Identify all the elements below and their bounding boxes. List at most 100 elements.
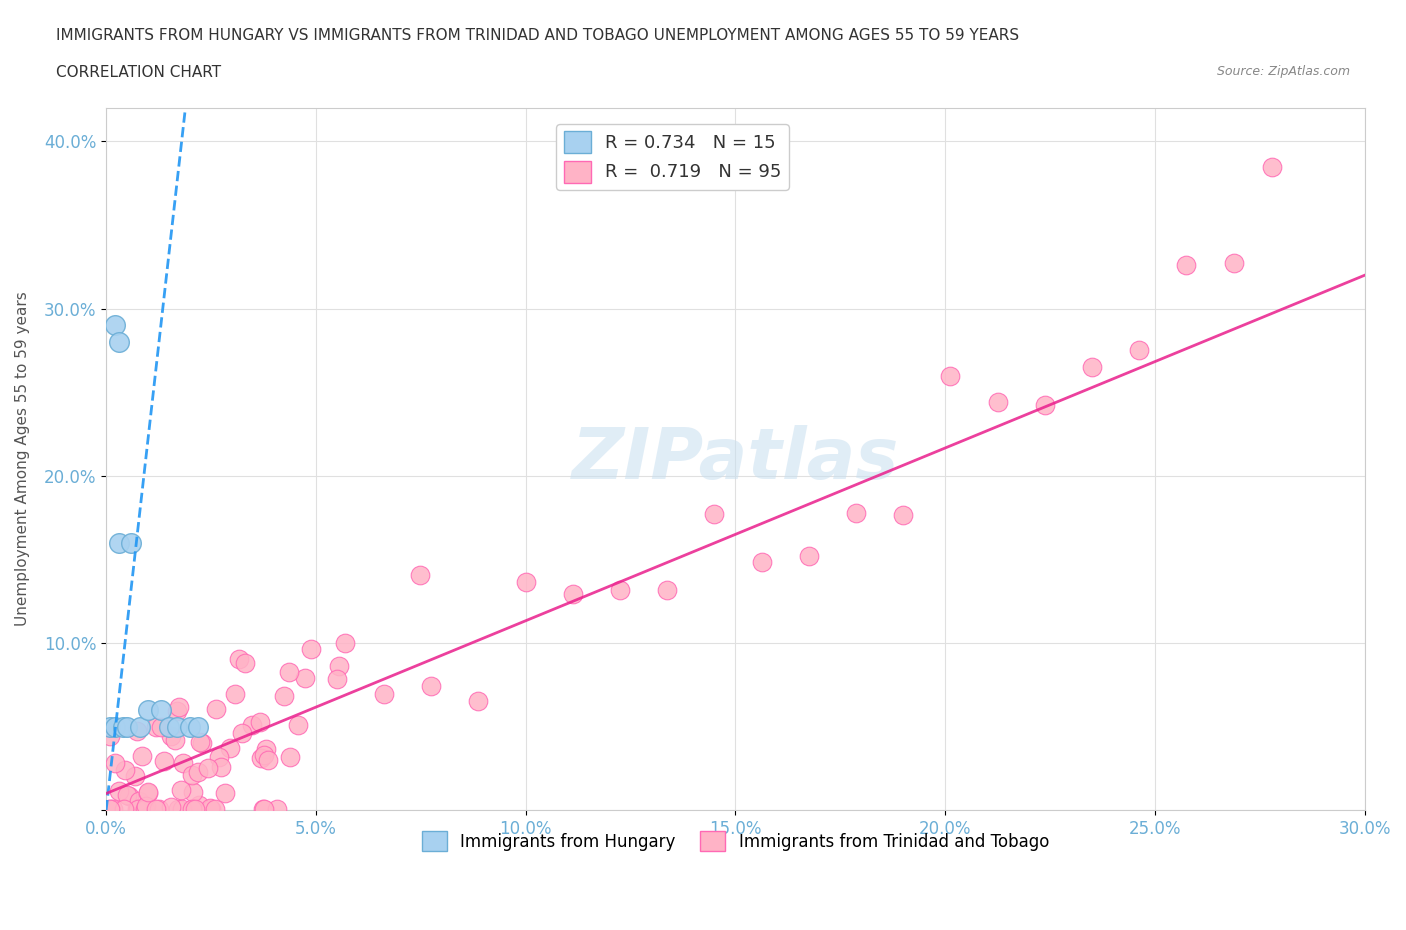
Point bbox=[181, 785, 204, 800]
Point bbox=[845, 506, 868, 521]
Y-axis label: Unemployment Among Ages 55 to 59 years: Unemployment Among Ages 55 to 59 years bbox=[15, 292, 30, 627]
Point bbox=[228, 652, 250, 667]
Point bbox=[187, 719, 209, 734]
Point bbox=[797, 549, 820, 564]
Point bbox=[250, 751, 273, 765]
Point bbox=[125, 801, 148, 816]
Point bbox=[127, 801, 149, 816]
Point bbox=[231, 725, 253, 740]
Point bbox=[209, 760, 232, 775]
Point bbox=[224, 687, 246, 702]
Point bbox=[179, 719, 201, 734]
Point bbox=[135, 799, 157, 814]
Point bbox=[98, 719, 121, 734]
Point bbox=[208, 750, 231, 764]
Point bbox=[98, 801, 121, 816]
Point bbox=[180, 767, 202, 782]
Point bbox=[103, 719, 125, 734]
Point bbox=[98, 729, 121, 744]
Point bbox=[233, 656, 256, 671]
Point bbox=[328, 658, 350, 673]
Point bbox=[515, 574, 537, 589]
Point bbox=[136, 785, 159, 800]
Point bbox=[124, 768, 146, 783]
Point bbox=[257, 752, 280, 767]
Point bbox=[751, 554, 773, 569]
Point bbox=[166, 703, 188, 718]
Point bbox=[409, 567, 432, 582]
Point bbox=[128, 801, 150, 816]
Point bbox=[167, 801, 190, 816]
Point bbox=[104, 756, 127, 771]
Point bbox=[187, 764, 209, 779]
Point bbox=[273, 689, 295, 704]
Text: Source: ZipAtlas.com: Source: ZipAtlas.com bbox=[1216, 65, 1350, 78]
Point bbox=[188, 798, 211, 813]
Point bbox=[127, 724, 149, 738]
Point bbox=[180, 801, 202, 816]
Point bbox=[136, 785, 159, 800]
Point bbox=[136, 702, 159, 717]
Point bbox=[111, 719, 134, 734]
Point bbox=[205, 701, 228, 716]
Point bbox=[172, 755, 194, 770]
Point bbox=[170, 783, 193, 798]
Point bbox=[149, 702, 172, 717]
Point bbox=[112, 801, 135, 816]
Point bbox=[1222, 256, 1244, 271]
Point bbox=[204, 801, 226, 816]
Point bbox=[167, 700, 190, 715]
Point bbox=[657, 582, 679, 597]
Point bbox=[1128, 342, 1150, 357]
Point bbox=[1033, 397, 1056, 412]
Point bbox=[253, 748, 276, 763]
Point bbox=[249, 714, 271, 729]
Point bbox=[252, 801, 274, 816]
Point bbox=[467, 693, 489, 708]
Point bbox=[120, 536, 142, 551]
Point bbox=[118, 789, 141, 804]
Point bbox=[198, 800, 221, 815]
Point bbox=[153, 753, 176, 768]
Point bbox=[287, 718, 309, 733]
Point bbox=[115, 719, 138, 734]
Point bbox=[214, 786, 236, 801]
Point bbox=[145, 719, 167, 734]
Point bbox=[115, 788, 138, 803]
Point bbox=[163, 732, 186, 747]
Point bbox=[160, 729, 183, 744]
Point bbox=[159, 800, 181, 815]
Point bbox=[373, 687, 395, 702]
Point bbox=[128, 793, 150, 808]
Point bbox=[987, 394, 1010, 409]
Legend: Immigrants from Hungary, Immigrants from Trinidad and Tobago: Immigrants from Hungary, Immigrants from… bbox=[415, 824, 1056, 858]
Point bbox=[188, 735, 211, 750]
Point bbox=[128, 719, 150, 734]
Point bbox=[190, 736, 212, 751]
Point bbox=[1261, 159, 1284, 174]
Point bbox=[1175, 258, 1198, 272]
Point bbox=[150, 720, 173, 735]
Point bbox=[145, 801, 167, 816]
Text: IMMIGRANTS FROM HUNGARY VS IMMIGRANTS FROM TRINIDAD AND TOBAGO UNEMPLOYMENT AMON: IMMIGRANTS FROM HUNGARY VS IMMIGRANTS FR… bbox=[56, 28, 1019, 43]
Point bbox=[218, 741, 240, 756]
Point bbox=[891, 508, 914, 523]
Point bbox=[703, 506, 725, 521]
Point bbox=[107, 335, 129, 350]
Point bbox=[184, 801, 207, 816]
Point bbox=[200, 801, 222, 816]
Point bbox=[170, 801, 193, 816]
Point bbox=[326, 672, 349, 687]
Point bbox=[266, 801, 288, 816]
Point bbox=[335, 636, 357, 651]
Text: CORRELATION CHART: CORRELATION CHART bbox=[56, 65, 221, 80]
Point bbox=[114, 763, 136, 777]
Point bbox=[253, 801, 276, 816]
Point bbox=[103, 801, 125, 816]
Point bbox=[609, 582, 631, 597]
Point bbox=[278, 664, 301, 679]
Point bbox=[98, 801, 121, 816]
Point bbox=[107, 536, 129, 551]
Text: ZIPatlas: ZIPatlas bbox=[572, 425, 898, 494]
Point bbox=[131, 749, 153, 764]
